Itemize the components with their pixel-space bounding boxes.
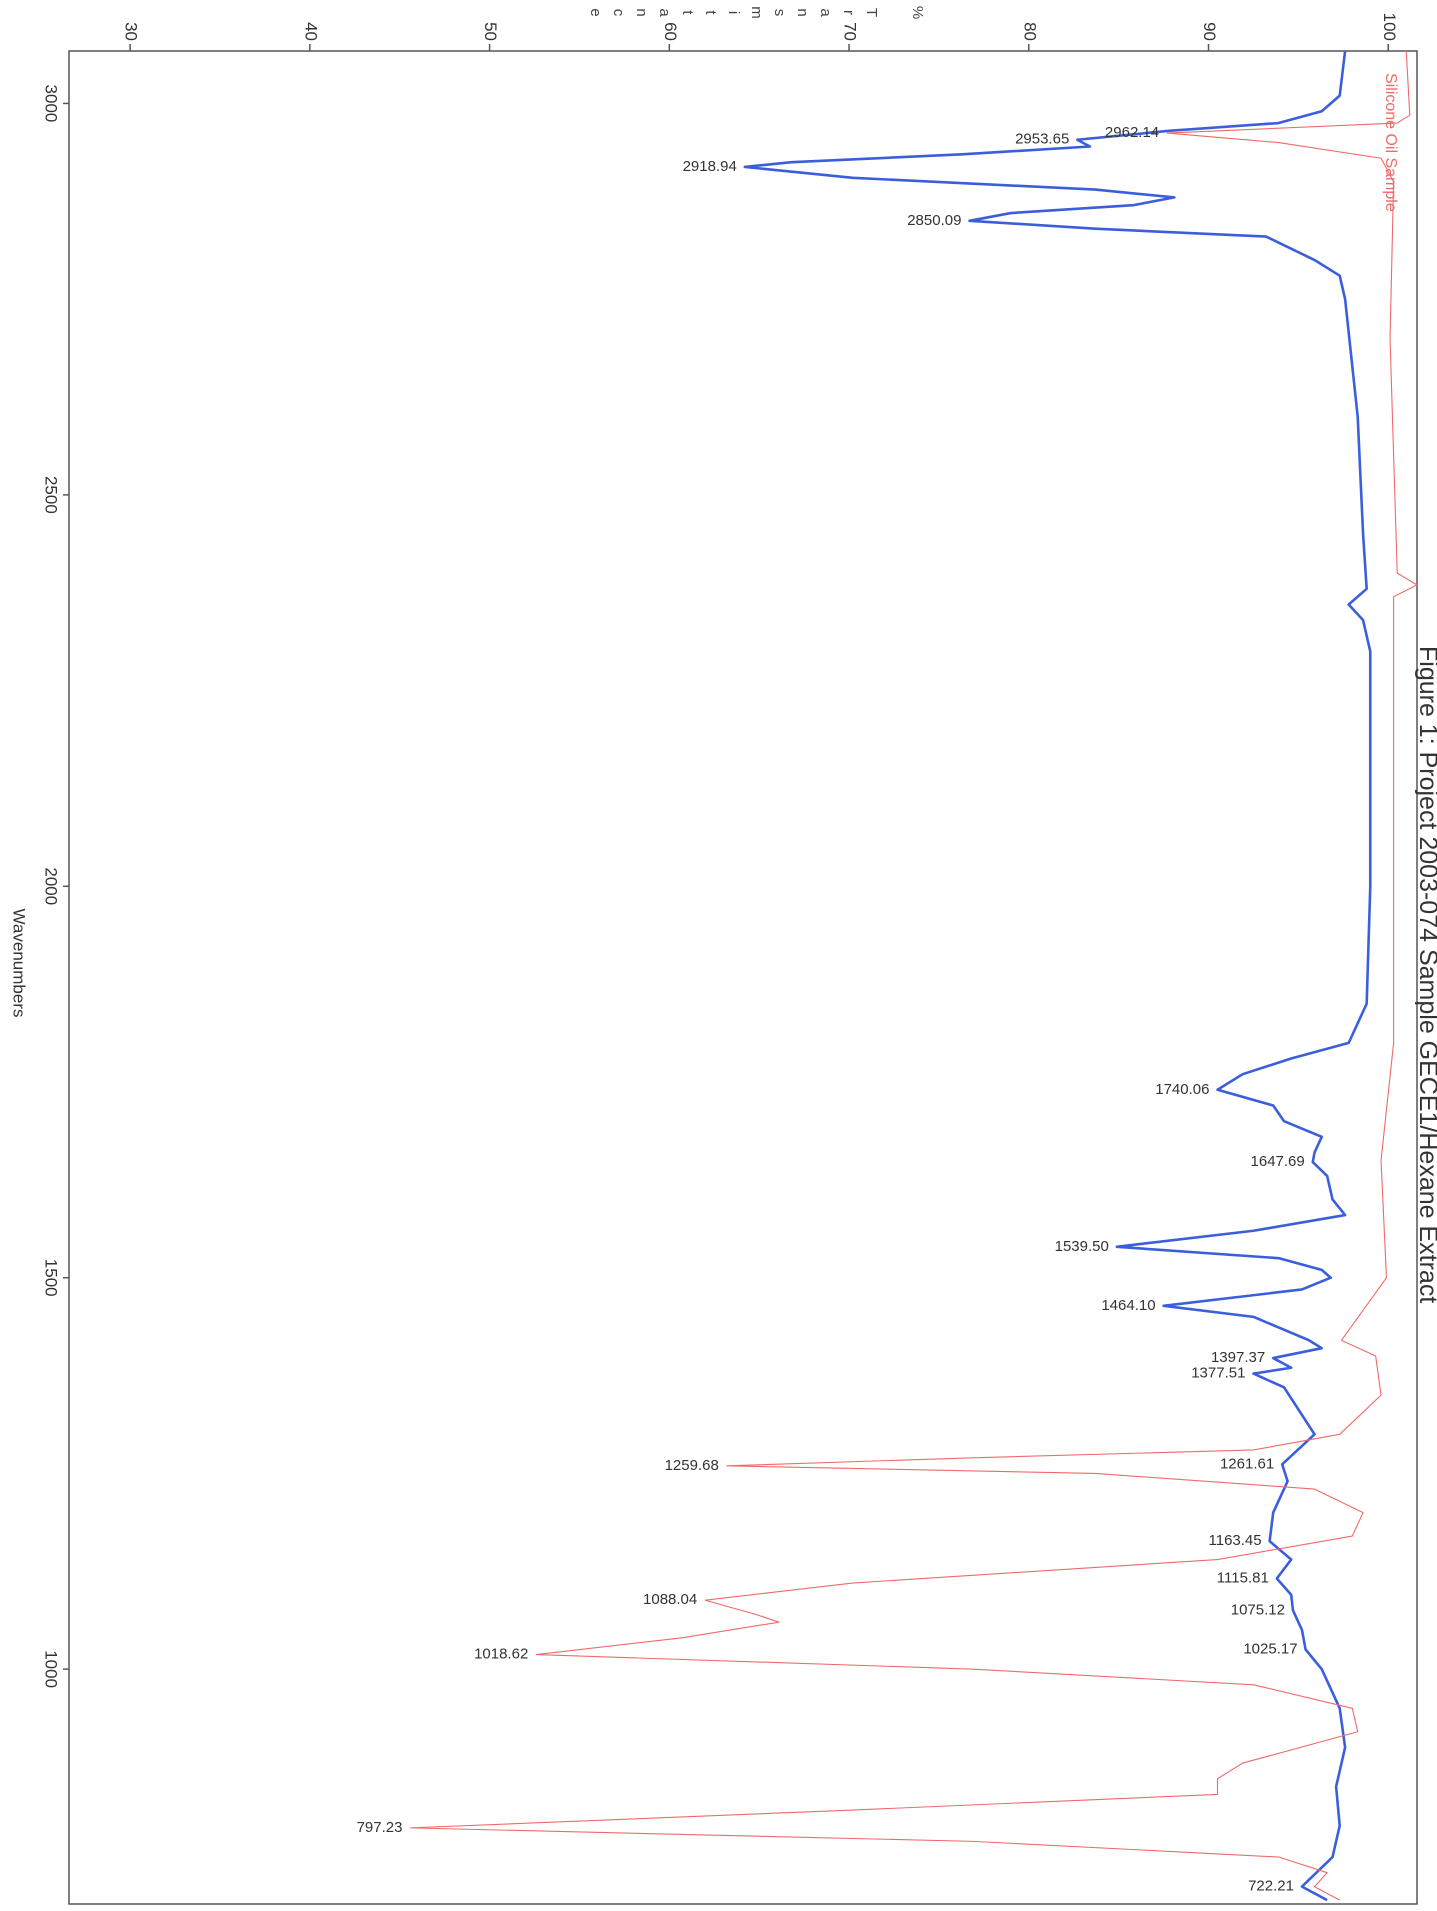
x-tick-label: 1500 [42, 1259, 61, 1297]
peak-label: 1163.45 [1209, 1532, 1262, 1549]
x-tick-label: 3000 [42, 85, 61, 123]
peak-label: 1377.51 [1191, 1365, 1245, 1382]
spectrum-line [743, 50, 1372, 1902]
peak-label: 2953.65 [1015, 131, 1069, 148]
x-tick-label: 2000 [42, 867, 61, 905]
peak-label: 1259.68 [665, 1457, 719, 1474]
peak-label: 1740.06 [1155, 1081, 1209, 1098]
peak-label: 1025.17 [1243, 1640, 1297, 1657]
peak-label: 1075.12 [1231, 1601, 1285, 1618]
spectrum-line [409, 50, 1418, 1901]
peak-label: 1397.37 [1211, 1349, 1265, 1366]
y-tick-label: 80 [1020, 22, 1039, 41]
y-tick-label: 50 [481, 22, 500, 41]
y-tick-label: 30 [122, 22, 141, 41]
plot-frame [68, 50, 1418, 1905]
peak-label: 722.21 [1248, 1878, 1294, 1895]
legend-entry: Silicone Oil Sample [1382, 73, 1399, 212]
peak-label: 2962.14 [1105, 124, 1159, 141]
peak-label: 1115.81 [1217, 1569, 1269, 1586]
y-tick-label: 40 [301, 22, 320, 41]
x-axis-title: Wavenumbers [10, 909, 29, 1018]
chart-title: Figure 1: Project 2003-074 Sample GECE1/… [1414, 646, 1437, 1303]
y-tick-label: 100 [1380, 13, 1399, 41]
peak-label: 1647.69 [1251, 1153, 1305, 1170]
peak-label: 797.23 [357, 1819, 403, 1836]
peak-label: 2850.09 [907, 212, 961, 229]
peak-label: 1088.04 [643, 1591, 697, 1608]
peak-label: 1261.61 [1220, 1455, 1274, 1472]
peak-label: 2918.94 [683, 158, 737, 175]
x-tick-label: 2500 [42, 476, 61, 514]
y-tick-label: 60 [661, 22, 680, 41]
peak-label: 1464.10 [1101, 1297, 1155, 1314]
x-tick-label: 1000 [42, 1650, 61, 1688]
y-tick-label: 90 [1200, 22, 1219, 41]
y-tick-label: 70 [841, 22, 860, 41]
peak-label: 1018.62 [474, 1646, 528, 1663]
y-axis-title: % Transmittance [581, 4, 926, 21]
peak-label: 1539.50 [1055, 1238, 1109, 1255]
